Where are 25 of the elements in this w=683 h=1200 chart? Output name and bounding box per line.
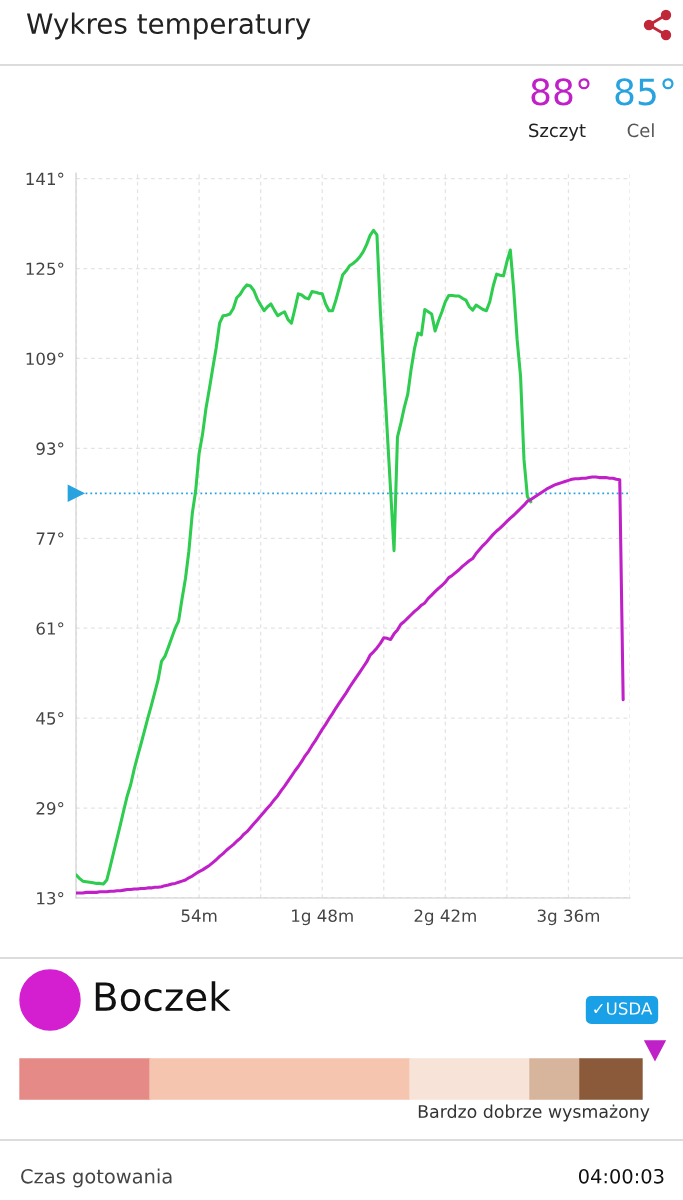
y-tick-label: 141° — [26, 172, 64, 185]
text: Bardzo dobrze wysmażony — [418, 1104, 650, 1122]
y-tick-label: 109° — [26, 352, 64, 366]
chart-title: Wykres temperatury — [26, 12, 311, 40]
text: Cel — [627, 123, 654, 138]
text: Czas gotowania — [21, 1168, 172, 1188]
text: 85° — [615, 78, 674, 106]
y-tick-label: 93° — [36, 442, 64, 455]
line-series — [76, 228, 533, 886]
line-series — [76, 475, 625, 895]
x-tick-label: 54m — [181, 909, 217, 923]
x-tick-label: 2g 42m — [414, 909, 476, 926]
text: Boczek — [95, 981, 231, 1012]
y-tick-label: 77° — [36, 532, 64, 545]
text: Szczyt — [529, 123, 586, 141]
y-tick-label: 13° — [37, 891, 64, 905]
text: ✓USDA — [594, 1002, 653, 1015]
x-tick-label: 1g 48m — [292, 909, 353, 926]
y-tick-label: 29° — [36, 802, 64, 815]
y-tick-label: 45° — [36, 712, 64, 725]
text: 88° — [531, 78, 590, 106]
x-tick-label: 3g 36m — [537, 909, 599, 926]
y-tick-label: 125° — [26, 262, 64, 276]
y-tick-label: 61° — [36, 622, 64, 635]
text: 04:00:03 — [578, 1168, 664, 1184]
